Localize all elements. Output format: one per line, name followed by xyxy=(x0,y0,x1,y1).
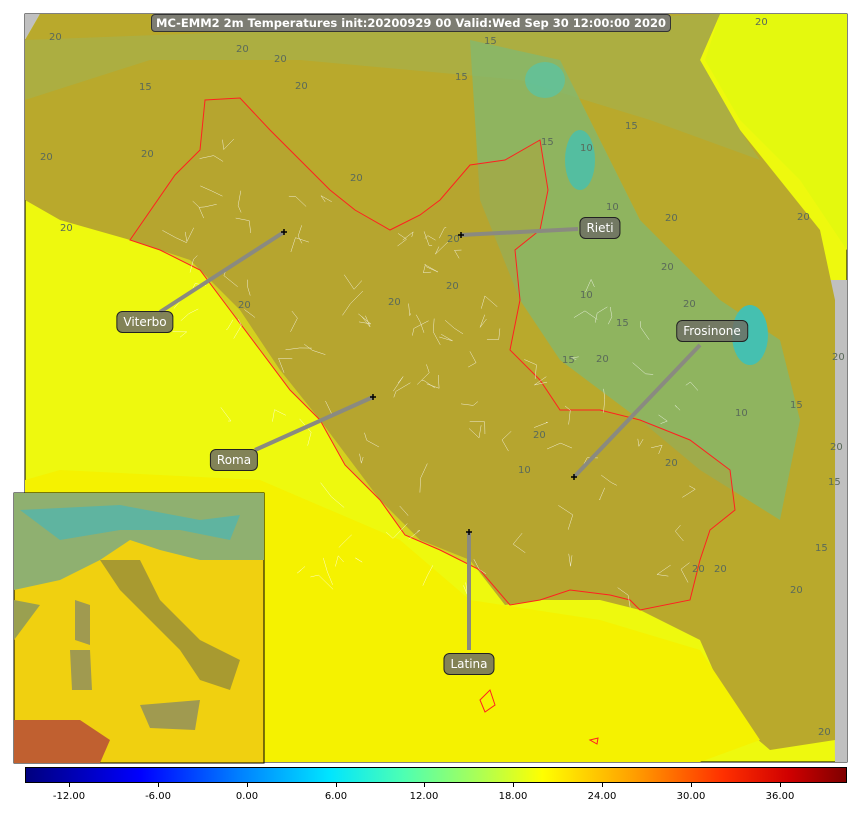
island xyxy=(588,737,599,745)
cold-spot xyxy=(565,130,595,190)
contour-label: 10 xyxy=(580,290,593,301)
contour-label: 20 xyxy=(683,299,696,310)
contour-label: 10 xyxy=(606,202,619,213)
colorbar-tick-mark xyxy=(424,783,425,787)
island xyxy=(479,689,496,713)
contour-label: 10 xyxy=(580,143,593,154)
contour-label: 20 xyxy=(295,81,308,92)
colorbar-tick-mark xyxy=(247,783,248,787)
city-marker-frosinone xyxy=(571,474,577,480)
contour-label: 20 xyxy=(533,430,546,441)
municipal-borders xyxy=(162,138,699,608)
city-label-roma: Roma xyxy=(209,449,259,471)
contour-label: 20 xyxy=(714,564,727,575)
contour-label: 20 xyxy=(236,44,249,55)
contour-label: 15 xyxy=(541,137,554,148)
leader-line-viterbo xyxy=(158,230,286,314)
apennines-area xyxy=(470,40,800,520)
contour-label: 20 xyxy=(830,442,843,453)
colorbar-tick-mark xyxy=(780,783,781,787)
contour-label: 20 xyxy=(818,727,831,738)
highland-area xyxy=(25,14,760,160)
contour-label: 20 xyxy=(832,352,845,363)
city-marker-latina xyxy=(466,529,472,535)
leader-line-roma xyxy=(254,395,374,452)
contour-label: 20 xyxy=(665,458,678,469)
city-label-rieti: Rieti xyxy=(579,217,621,239)
contour-label: 10 xyxy=(518,465,531,476)
contour-label: 20 xyxy=(790,585,803,596)
city-marker-roma xyxy=(370,394,376,400)
contour-label: 20 xyxy=(49,32,62,43)
colorbar-tick-mark xyxy=(602,783,603,787)
contour-label: 20 xyxy=(238,300,251,311)
colorbar-tick-mark xyxy=(513,783,514,787)
city-marker-viterbo xyxy=(281,229,287,235)
contour-label: 10 xyxy=(735,408,748,419)
city-marker-rieti xyxy=(458,232,464,238)
colorbar-tick-label: 24.00 xyxy=(587,791,617,802)
contour-label: 20 xyxy=(350,173,363,184)
colorbar-tick-label: 12.00 xyxy=(409,791,439,802)
contour-label: 15 xyxy=(790,400,803,411)
contour-label: 20 xyxy=(388,297,401,308)
city-label-latina: Latina xyxy=(443,653,495,675)
contour-label: 20 xyxy=(692,564,705,575)
contour-label: 15 xyxy=(455,72,468,83)
contour-label: 15 xyxy=(484,36,497,47)
colorbar-tick-label: 6.00 xyxy=(324,791,348,802)
contour-label: 20 xyxy=(797,212,810,223)
contour-label: 20 xyxy=(274,54,287,65)
colorbar-tick-label: 30.00 xyxy=(676,791,706,802)
inset-map xyxy=(13,492,265,764)
colorbar-tick-label: 36.00 xyxy=(765,791,795,802)
colorbar-tick-label: 0.00 xyxy=(235,791,259,802)
warm-area xyxy=(705,14,847,250)
colorbar-tick-label: -6.00 xyxy=(145,791,171,802)
colorbar-tick-label: -12.00 xyxy=(52,791,86,802)
contour-label: 15 xyxy=(625,121,638,132)
lazio-region-border xyxy=(129,97,736,611)
contour-label: 20 xyxy=(755,17,768,28)
colorbar-tick-label: 18.00 xyxy=(498,791,528,802)
colorbar xyxy=(25,767,847,783)
contour-labels: 20 20 20 20 15 15 15 20 20 20 20 15 10 10 15 20 20 20 20 20… xyxy=(40,17,845,738)
contour-label: 20 xyxy=(447,234,460,245)
land-area xyxy=(25,14,835,750)
map-title: MC-EMM2 2m Temperatures init:20200929 00… xyxy=(151,14,672,32)
colorbar-tick-mark xyxy=(691,783,692,787)
colorbar-tick-mark xyxy=(336,783,337,787)
city-leaders xyxy=(158,227,702,650)
contour-label: 20 xyxy=(141,149,154,160)
contour-label: 15 xyxy=(562,355,575,366)
leader-line-rieti xyxy=(460,227,579,237)
contour-label: 15 xyxy=(828,477,841,488)
contour-label: 20 xyxy=(661,262,674,273)
city-label-frosinone: Frosinone xyxy=(676,320,748,342)
contour-label: 15 xyxy=(616,318,629,329)
colorbar-tick-mark xyxy=(158,783,159,787)
contour-label: 20 xyxy=(60,223,73,234)
contour-label: 20 xyxy=(40,152,53,163)
city-label-viterbo: Viterbo xyxy=(116,311,174,333)
contour-label: 20 xyxy=(596,354,609,365)
contour-label: 15 xyxy=(139,82,152,93)
contour-label: 20 xyxy=(665,213,678,224)
cold-spot xyxy=(525,62,565,98)
contour-label: 15 xyxy=(815,543,828,554)
colorbar-tick-mark xyxy=(69,783,70,787)
contour-label: 20 xyxy=(446,281,459,292)
leader-line-frosinone xyxy=(572,343,702,479)
